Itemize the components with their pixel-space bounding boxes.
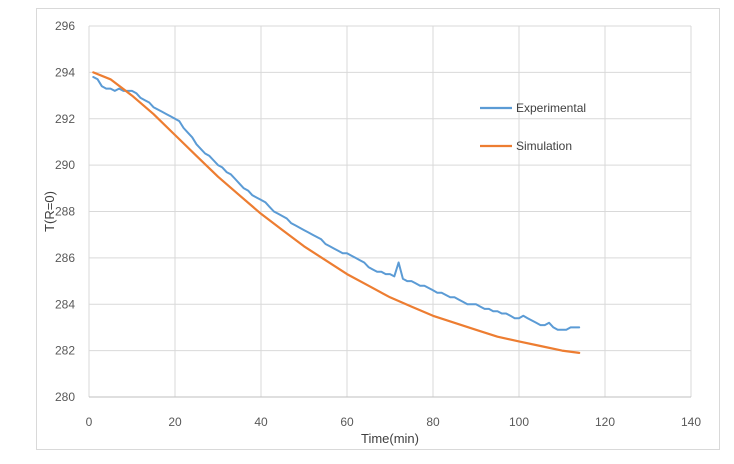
y-tick-label: 292: [55, 112, 75, 126]
y-tick-label: 290: [55, 158, 75, 172]
y-tick-label: 288: [55, 205, 75, 219]
y-tick-label: 280: [55, 390, 75, 404]
x-tick-label: 20: [168, 415, 182, 429]
y-tick-label: 282: [55, 344, 75, 358]
legend-label-experimental: Experimental: [516, 101, 586, 115]
y-axis-title: T(R=0): [42, 191, 57, 232]
x-tick-label: 0: [86, 415, 93, 429]
y-tick-label: 284: [55, 297, 75, 311]
series: [92, 71, 581, 354]
legend-label-simulation: Simulation: [516, 139, 572, 153]
x-tick-label: 120: [595, 415, 615, 429]
series-line-simulation: [92, 71, 581, 354]
x-tick-label: 80: [426, 415, 440, 429]
gridlines: [88, 25, 692, 398]
chart-frame: [36, 8, 720, 450]
x-tick-label: 140: [681, 415, 701, 429]
series-line-experimental: [92, 76, 581, 331]
x-tick-label: 100: [509, 415, 529, 429]
y-tick-label: 294: [55, 65, 75, 79]
x-tick-label: 60: [340, 415, 354, 429]
axes: 280 282 284 286 288 290 292 294 296 0 20 40 60 80 100 1…: [55, 19, 701, 429]
y-tick-label: 286: [55, 251, 75, 265]
legend: Experimental Simulation: [480, 101, 586, 153]
x-tick-label: 40: [254, 415, 268, 429]
x-axis-title: Time(min): [361, 431, 419, 446]
y-tick-label: 296: [55, 19, 75, 33]
